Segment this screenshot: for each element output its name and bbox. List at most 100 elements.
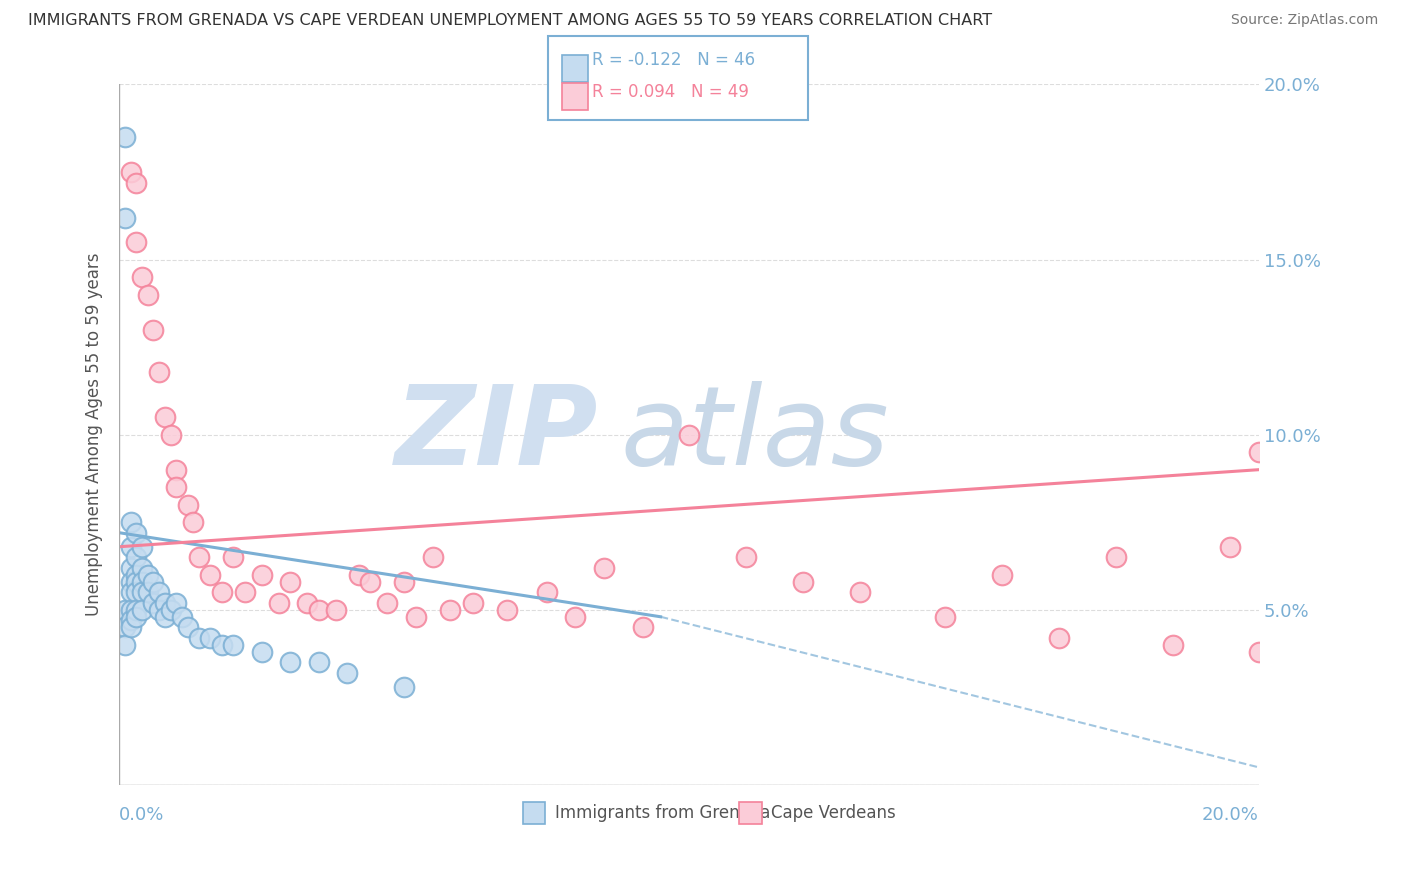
Point [120, 165, 142, 179]
Point [120, 620, 142, 634]
Point [170, 609, 193, 624]
Point [136, 585, 159, 599]
Point [735, 550, 758, 565]
Text: Source: ZipAtlas.com: Source: ZipAtlas.com [1230, 13, 1378, 28]
Point [120, 585, 142, 599]
Point [991, 567, 1014, 582]
Point [120, 560, 142, 574]
Point [405, 609, 427, 624]
Point [114, 211, 136, 225]
Point [392, 680, 415, 694]
Point [422, 550, 444, 565]
Point [297, 596, 319, 610]
Point [592, 560, 614, 574]
Point [125, 585, 148, 599]
Point [1047, 631, 1070, 645]
Point [114, 130, 136, 145]
Point [120, 613, 142, 627]
Point [359, 574, 381, 589]
Point [142, 322, 165, 336]
Point [678, 427, 700, 442]
Text: 20.0%: 20.0% [1202, 805, 1258, 824]
Point [188, 550, 211, 565]
Text: R = 0.094   N = 49: R = 0.094 N = 49 [592, 83, 749, 101]
Text: Immigrants from Grenada: Immigrants from Grenada [554, 804, 770, 822]
Point [142, 596, 165, 610]
Point [131, 560, 153, 574]
Point [120, 540, 142, 554]
Point [136, 567, 159, 582]
Point [159, 427, 181, 442]
Point [1105, 550, 1128, 565]
Point [934, 609, 956, 624]
FancyBboxPatch shape [740, 802, 762, 824]
Point [439, 603, 461, 617]
Text: ZIP: ZIP [395, 381, 598, 488]
Point [153, 609, 176, 624]
Point [131, 603, 153, 617]
Point [308, 603, 330, 617]
Point [347, 567, 370, 582]
Y-axis label: Unemployment Among Ages 55 to 59 years: Unemployment Among Ages 55 to 59 years [86, 253, 103, 616]
Point [148, 585, 170, 599]
Point [278, 574, 301, 589]
Point [1219, 540, 1241, 554]
Point [1247, 445, 1270, 459]
Point [211, 585, 233, 599]
Point [211, 638, 233, 652]
Point [564, 609, 586, 624]
Point [200, 631, 222, 645]
Point [176, 498, 198, 512]
Point [114, 603, 136, 617]
Point [120, 574, 142, 589]
Point [200, 567, 222, 582]
Point [165, 480, 187, 494]
Text: Cape Verdeans: Cape Verdeans [770, 804, 896, 822]
Point [222, 550, 245, 565]
Point [125, 525, 148, 540]
Point [125, 574, 148, 589]
Point [1163, 638, 1185, 652]
FancyBboxPatch shape [523, 802, 546, 824]
Point [120, 515, 142, 529]
Point [159, 603, 181, 617]
Text: atlas: atlas [620, 381, 890, 488]
Point [153, 410, 176, 425]
Point [148, 365, 170, 379]
Point [125, 176, 148, 190]
Point [1247, 645, 1270, 659]
Point [131, 270, 153, 285]
Point [308, 655, 330, 669]
Point [849, 585, 872, 599]
Point [183, 515, 205, 529]
Text: 0.0%: 0.0% [120, 805, 165, 824]
Point [792, 574, 814, 589]
Point [125, 603, 148, 617]
Point [125, 235, 148, 249]
Point [250, 645, 273, 659]
Point [375, 596, 398, 610]
Point [120, 603, 142, 617]
Point [114, 620, 136, 634]
Point [633, 620, 655, 634]
Point [136, 287, 159, 301]
Text: R = -0.122   N = 46: R = -0.122 N = 46 [592, 51, 755, 69]
Point [142, 574, 165, 589]
Point [461, 596, 484, 610]
Point [250, 567, 273, 582]
Point [188, 631, 211, 645]
Point [125, 609, 148, 624]
Point [125, 567, 148, 582]
Point [267, 596, 290, 610]
Point [325, 603, 347, 617]
Point [114, 638, 136, 652]
Point [536, 585, 558, 599]
Point [222, 638, 245, 652]
Point [148, 603, 170, 617]
Point [153, 596, 176, 610]
Point [495, 603, 517, 617]
Point [165, 596, 187, 610]
Point [392, 574, 415, 589]
Point [125, 550, 148, 565]
Point [278, 655, 301, 669]
